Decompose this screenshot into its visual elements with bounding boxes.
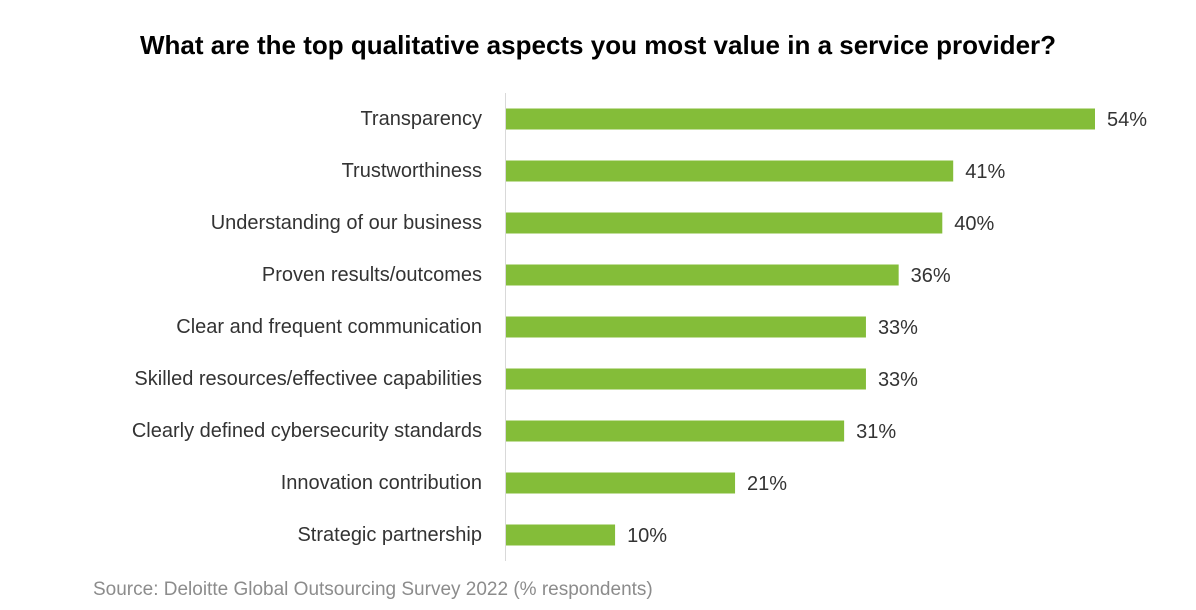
category-label: Clear and frequent communication [176, 316, 482, 338]
value-label: 54% [1107, 109, 1147, 131]
bar [506, 472, 736, 494]
bar [506, 368, 866, 390]
value-label: 36% [911, 265, 951, 287]
category-label: Transparency [360, 108, 482, 130]
category-label: Strategic partnership [297, 524, 482, 546]
bar [506, 264, 899, 286]
bar [506, 524, 616, 546]
value-label: 41% [965, 161, 1005, 183]
bar [506, 108, 1095, 130]
bar [506, 160, 954, 182]
bar [506, 212, 943, 234]
category-label: Trustworthiness [342, 160, 482, 182]
category-label: Clearly defined cybersecurity standards [132, 420, 482, 442]
category-label: Understanding of our business [211, 212, 482, 234]
bars-group: Transparency 54% Trustworthiness 41% Underst… [132, 108, 1147, 547]
category-label: Innovation contribution [281, 472, 482, 494]
category-label: Proven results/outcomes [262, 264, 482, 286]
value-label: 31% [856, 421, 896, 443]
value-label: 33% [878, 317, 918, 339]
category-label: Skilled resources/effectivee capabilitie… [134, 368, 482, 390]
source-note: Source: Deloitte Global Outsourcing Surv… [93, 579, 653, 600]
bar [506, 316, 866, 338]
value-label: 40% [954, 213, 994, 235]
chart-title: What are the top qualitative aspects you… [139, 30, 1057, 60]
value-label: 10% [627, 525, 667, 547]
bar [506, 420, 845, 442]
value-label: 33% [878, 369, 918, 391]
value-label: 21% [747, 473, 787, 495]
